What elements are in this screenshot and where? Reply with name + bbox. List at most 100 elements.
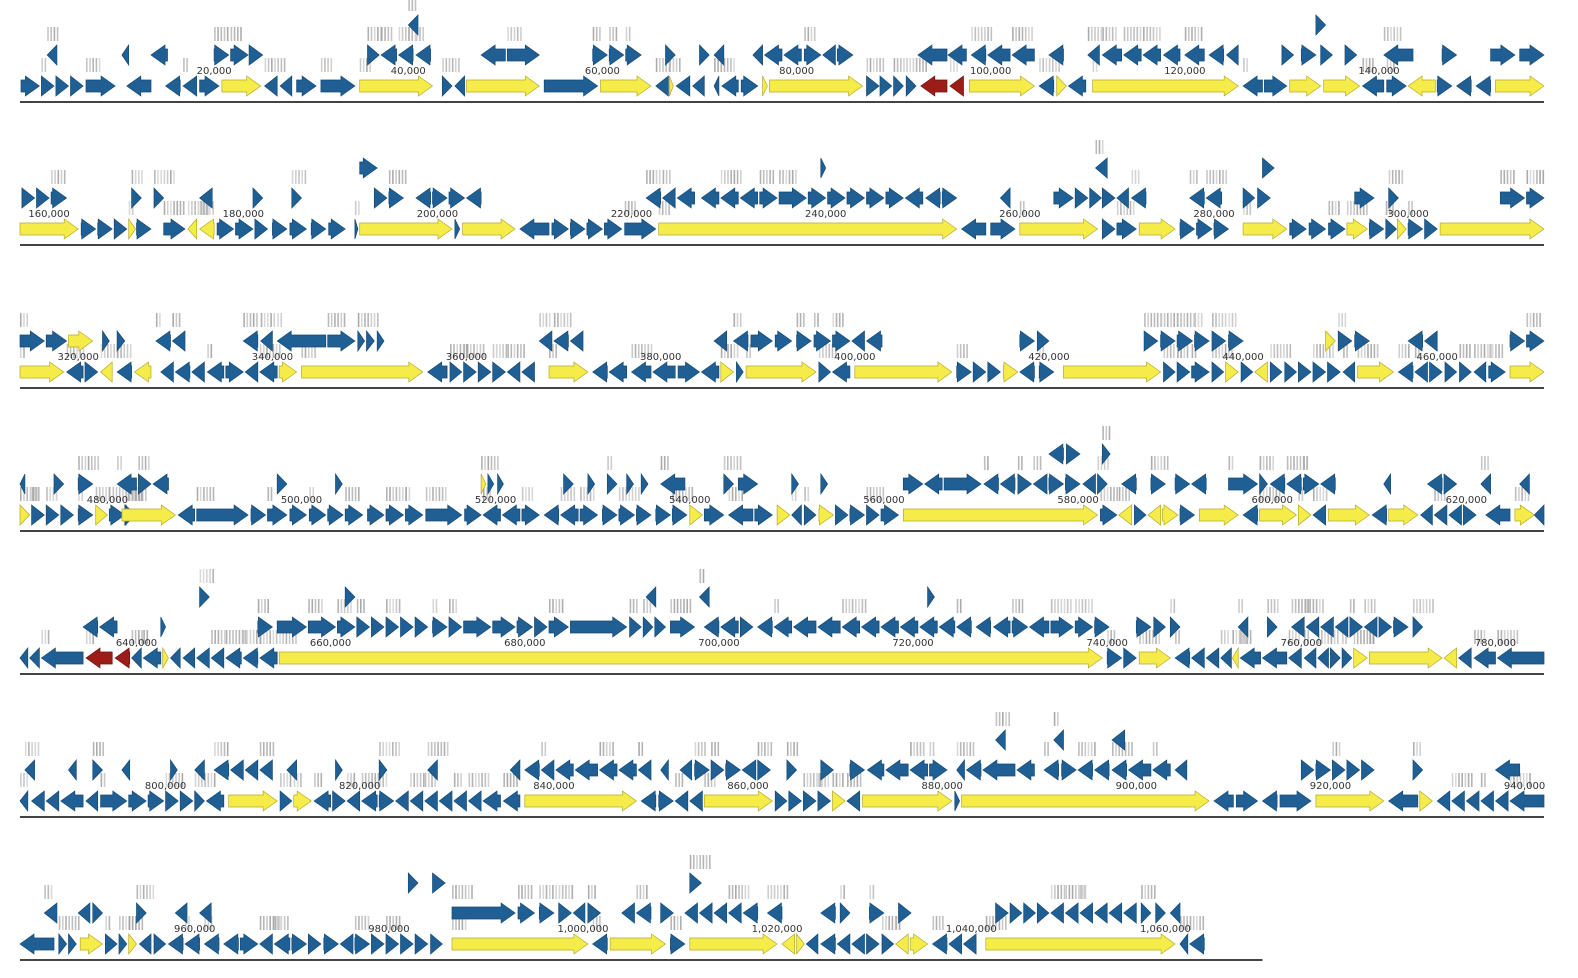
gene-feature[interactable] bbox=[182, 75, 198, 97]
gene-feature[interactable] bbox=[464, 504, 482, 526]
gene-feature[interactable] bbox=[1163, 361, 1176, 383]
gene-feature[interactable] bbox=[604, 218, 623, 240]
gene-feature[interactable] bbox=[449, 361, 463, 383]
gene-feature[interactable] bbox=[1414, 361, 1428, 383]
gene-feature[interactable] bbox=[885, 187, 904, 209]
gene-feature[interactable] bbox=[660, 902, 674, 924]
gene-feature[interactable] bbox=[572, 902, 586, 924]
rna-feature[interactable] bbox=[524, 790, 638, 812]
gene-feature[interactable] bbox=[1213, 218, 1230, 240]
gene-feature[interactable] bbox=[257, 616, 274, 638]
gene-feature[interactable] bbox=[58, 932, 68, 956]
gene-feature[interactable] bbox=[259, 759, 273, 781]
gene-feature[interactable] bbox=[1494, 790, 1509, 812]
gene-feature[interactable] bbox=[538, 330, 553, 352]
gene-feature[interactable] bbox=[592, 44, 608, 66]
gene-feature[interactable] bbox=[1320, 473, 1336, 495]
gene-feature[interactable] bbox=[1048, 44, 1064, 66]
gene-feature[interactable] bbox=[555, 759, 574, 781]
gene-feature[interactable] bbox=[636, 504, 652, 526]
gene-feature[interactable] bbox=[618, 504, 636, 526]
rna-feature[interactable] bbox=[1328, 504, 1370, 526]
rna-feature[interactable] bbox=[293, 790, 312, 812]
gene-feature[interactable] bbox=[972, 361, 987, 383]
gene-feature[interactable] bbox=[703, 616, 720, 638]
gene-feature[interactable] bbox=[692, 75, 705, 97]
rna-feature[interactable] bbox=[19, 504, 31, 526]
gene-feature[interactable] bbox=[196, 647, 210, 669]
gene-feature[interactable] bbox=[1184, 44, 1205, 66]
gene-feature[interactable] bbox=[371, 616, 385, 638]
gene-feature[interactable] bbox=[521, 504, 540, 526]
gene-feature[interactable] bbox=[1262, 157, 1275, 179]
gene-feature[interactable] bbox=[273, 933, 291, 955]
gene-feature[interactable] bbox=[1205, 187, 1223, 209]
gene-feature[interactable] bbox=[441, 75, 453, 97]
gene-feature[interactable] bbox=[153, 933, 167, 955]
gene-feature[interactable] bbox=[630, 361, 652, 383]
gene-feature[interactable] bbox=[1189, 187, 1205, 209]
gene-feature[interactable] bbox=[320, 75, 356, 97]
gene-feature[interactable] bbox=[1465, 790, 1480, 812]
gene-feature[interactable] bbox=[654, 616, 667, 638]
gene-feature[interactable] bbox=[1179, 218, 1196, 240]
gene-feature[interactable] bbox=[725, 759, 741, 781]
gene-feature[interactable] bbox=[108, 504, 126, 526]
gene-feature[interactable] bbox=[740, 75, 759, 97]
gene-feature[interactable] bbox=[1475, 75, 1491, 97]
gene-feature[interactable] bbox=[938, 616, 956, 638]
gene-feature[interactable] bbox=[893, 75, 904, 97]
gene-feature[interactable] bbox=[150, 44, 168, 66]
gene-feature[interactable] bbox=[85, 75, 116, 97]
gene-feature[interactable] bbox=[820, 933, 836, 955]
gene-feature[interactable] bbox=[524, 759, 540, 781]
gene-feature[interactable] bbox=[235, 218, 254, 240]
gene-feature[interactable] bbox=[880, 616, 899, 638]
rna-feature[interactable] bbox=[121, 504, 176, 526]
gene-feature[interactable] bbox=[1426, 473, 1443, 495]
rna-feature[interactable] bbox=[79, 933, 104, 955]
gene-feature[interactable] bbox=[925, 187, 941, 209]
gene-feature[interactable] bbox=[757, 759, 771, 781]
gene-feature[interactable] bbox=[357, 329, 366, 353]
gene-feature[interactable] bbox=[60, 504, 74, 526]
gene-feature[interactable] bbox=[1189, 933, 1205, 955]
gene-feature[interactable] bbox=[395, 790, 409, 812]
gene-feature[interactable] bbox=[1386, 75, 1407, 97]
gene-feature[interactable] bbox=[742, 902, 759, 924]
gene-feature[interactable] bbox=[497, 472, 504, 496]
gene-feature[interactable] bbox=[741, 759, 757, 781]
gene-feature[interactable] bbox=[191, 361, 205, 383]
gene-feature[interactable] bbox=[205, 790, 225, 812]
rna-feature[interactable] bbox=[1514, 504, 1535, 526]
gene-feature[interactable] bbox=[553, 330, 569, 352]
gene-feature[interactable] bbox=[376, 329, 385, 353]
gene-feature[interactable] bbox=[851, 933, 865, 955]
gene-feature[interactable] bbox=[116, 473, 137, 495]
gene-feature[interactable] bbox=[225, 647, 242, 669]
gene-feature[interactable] bbox=[642, 616, 654, 638]
gene-feature[interactable] bbox=[250, 504, 267, 526]
gene-feature[interactable] bbox=[216, 218, 235, 240]
gene-feature[interactable] bbox=[1094, 616, 1110, 638]
gene-feature[interactable] bbox=[1308, 218, 1327, 240]
gene-feature[interactable] bbox=[1526, 187, 1545, 209]
gene-feature[interactable] bbox=[849, 759, 866, 781]
gene-feature[interactable] bbox=[138, 473, 152, 495]
rna-feature[interactable] bbox=[1397, 218, 1407, 240]
gene-feature[interactable] bbox=[1208, 44, 1225, 66]
gene-feature[interactable] bbox=[999, 473, 1016, 495]
gene-feature[interactable] bbox=[608, 44, 625, 66]
rna-feature[interactable] bbox=[1019, 218, 1099, 240]
gene-feature[interactable] bbox=[70, 75, 84, 97]
gene-feature[interactable] bbox=[820, 157, 827, 179]
gene-feature[interactable] bbox=[637, 759, 652, 781]
gene-feature[interactable] bbox=[750, 330, 773, 352]
gene-feature[interactable] bbox=[1228, 330, 1244, 352]
rna-feature[interactable] bbox=[1439, 218, 1545, 240]
gene-feature[interactable] bbox=[965, 759, 982, 781]
gene-feature[interactable] bbox=[407, 872, 419, 894]
gene-feature[interactable] bbox=[118, 932, 128, 956]
gene-feature[interactable] bbox=[543, 75, 599, 97]
gene-feature[interactable] bbox=[1111, 759, 1127, 781]
